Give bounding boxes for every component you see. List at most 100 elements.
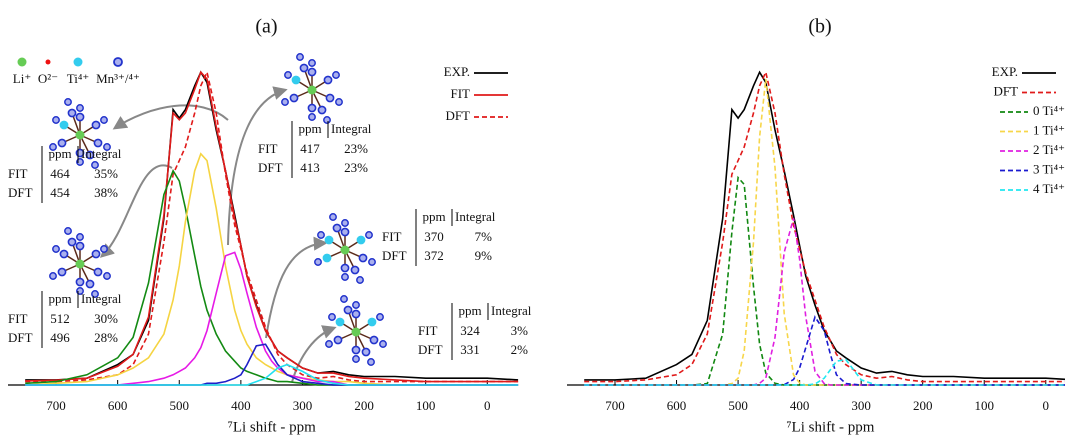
legend-label: 3 Ti⁴⁺ n.n. [1033,161,1065,176]
table-cell: 35% [94,166,118,181]
x-tick-label: 700 [605,398,625,413]
cluster-icon [49,98,111,169]
x-axis-label: ⁷Li shift - ppm [228,419,316,435]
table-cell: 370 [424,229,444,244]
atom [317,105,327,115]
table-cell: 23% [344,141,368,156]
table-row-label: FIT [258,141,278,156]
table-cell: 324 [460,323,480,338]
table-row-label: FIT [382,229,402,244]
center-atom [340,245,350,255]
center-atom [307,85,317,95]
center-atom [351,327,361,337]
atom-label: Mn³⁺/⁴⁺ [96,71,140,86]
atom [367,317,377,327]
table-row-label: FIT [418,323,438,338]
table-header: ppm [48,146,71,161]
series-line [25,152,519,386]
atom [341,219,349,227]
table-cell: 30% [94,311,118,326]
panel-title: (a) [255,16,277,38]
atom [67,237,77,247]
atom [340,227,350,237]
table-cell: 496 [50,330,70,345]
atom [64,98,72,106]
atom [52,245,60,253]
table-row-label: DFT [8,185,33,200]
table-cell: 38% [94,185,118,200]
atom [49,143,57,151]
atom [323,75,333,85]
legend-label: DFT [993,83,1018,98]
arrow [112,104,229,130]
x-tick-label: 300 [293,398,313,413]
atom [93,138,103,148]
table-header: ppm [298,121,321,136]
table-header: Integral [81,291,122,306]
atom [75,112,85,122]
atom [328,313,336,321]
arrow [291,325,337,383]
series-line [584,69,1065,383]
table-header: ppm [458,303,481,318]
atom [367,358,375,366]
cluster-icon [49,227,111,298]
x-tick-label: 0 [484,398,491,413]
cluster-icon [325,295,387,366]
x-tick-label: 0 [1043,398,1050,413]
atom-swatch [73,57,83,67]
atom [335,317,345,327]
atom [307,67,317,77]
arrow [99,164,173,258]
atom [376,313,384,321]
atom [335,98,343,106]
series-line [584,315,1065,386]
table-cell: 454 [50,185,70,200]
atom [103,272,111,280]
atom [299,63,309,73]
atom [325,340,333,348]
atom [57,138,67,148]
atom [340,295,348,303]
atom [103,143,111,151]
atom [314,258,322,266]
x-tick-label: 100 [416,398,436,413]
table-cell: 9% [475,248,493,263]
atom [325,93,335,103]
x-tick-label: 600 [667,398,687,413]
atom [91,120,101,130]
table-cell: 23% [344,160,368,175]
atom-label: O²⁻ [38,71,58,86]
atom [91,161,99,169]
table-cell: 28% [94,330,118,345]
atom [322,253,332,263]
atom [351,309,361,319]
table-cell: 3% [511,323,529,338]
panel-title: (b) [808,16,831,38]
table-row-label: DFT [8,330,33,345]
x-tick-label: 600 [108,398,128,413]
table-header: Integral [81,146,122,161]
table-header: ppm [48,291,71,306]
table-cell: 7% [475,229,493,244]
atom [365,231,373,239]
x-tick-label: 100 [974,398,994,413]
x-tick-label: 500 [728,398,748,413]
atom [308,59,316,67]
atom [76,233,84,241]
atom [356,276,364,284]
table-row-label: DFT [258,160,283,175]
cluster-icon [281,53,343,124]
atom [296,53,304,61]
x-tick-label: 400 [790,398,810,413]
center-atom [75,130,85,140]
atom [356,235,366,245]
x-tick-label: 200 [354,398,374,413]
atom [351,345,361,355]
atom [291,75,301,85]
table-cell: 512 [50,311,70,326]
x-tick-label: 200 [913,398,933,413]
atom-swatch [17,57,27,67]
atom [379,340,387,348]
